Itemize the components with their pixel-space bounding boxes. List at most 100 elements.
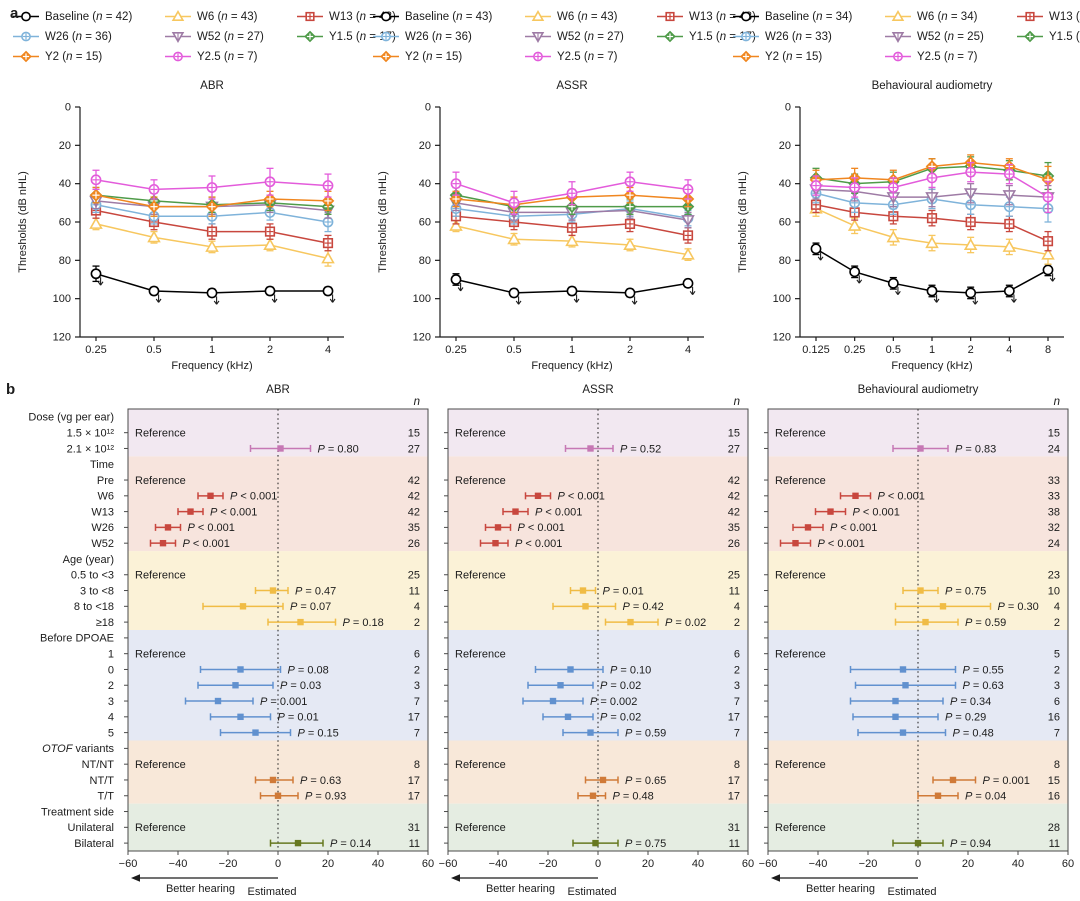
svg-text:0.25: 0.25 <box>844 344 865 356</box>
circle-plus-icon <box>885 51 911 62</box>
triangle-down-icon <box>885 32 911 43</box>
svg-text:15: 15 <box>1048 427 1060 439</box>
svg-text:Thresholds (dB nHL): Thresholds (dB nHL) <box>737 171 749 273</box>
forest-row-bilateral: P = 0.75 11 <box>444 838 740 850</box>
svg-text:Better hearing: Better hearing <box>166 883 235 895</box>
row-label: 0 <box>108 664 114 676</box>
svg-text:40: 40 <box>779 178 791 190</box>
legend-item-w13: W13 (n = 39) <box>1017 10 1080 23</box>
panel-b-label: b <box>6 381 16 398</box>
svg-text:P = 0.01: P = 0.01 <box>278 712 319 724</box>
row-label: 8 to <18 <box>74 601 114 613</box>
svg-text:16: 16 <box>1048 712 1060 724</box>
svg-text:P = 0.02: P = 0.02 <box>665 617 706 629</box>
line-chart-abr: 0 20 40 60 80 100 120 0.25 0.5 1 2 4 Frequency (kHz)… <box>17 102 344 372</box>
row-label: NT/T <box>90 775 115 787</box>
svg-text:P < 0.001: P < 0.001 <box>515 538 562 550</box>
svg-text:Reference: Reference <box>135 822 186 834</box>
legend-item-w26: W26 (n = 33) <box>733 30 885 43</box>
forest-row-w52: P < 0.001 26 <box>444 538 740 550</box>
svg-text:Reference: Reference <box>775 570 826 582</box>
svg-text:4: 4 <box>325 344 331 356</box>
square-plus-icon <box>297 11 323 22</box>
svg-text:Reference: Reference <box>135 648 186 660</box>
svg-text:4: 4 <box>685 344 691 356</box>
svg-text:3: 3 <box>1054 680 1060 692</box>
svg-text:0.25: 0.25 <box>445 344 466 356</box>
svg-text:8: 8 <box>1045 344 1051 356</box>
svg-text:P < 0.001: P < 0.001 <box>818 538 865 550</box>
svg-text:42: 42 <box>728 506 740 518</box>
svg-text:Reference: Reference <box>135 427 186 439</box>
forest-row-2: P = 0.03 3 <box>124 680 420 692</box>
svg-text:Better hearing: Better hearing <box>486 883 555 895</box>
svg-text:0: 0 <box>275 858 281 870</box>
forest-row-2: P = 0.02 3 <box>444 680 740 692</box>
svg-text:6: 6 <box>1054 696 1060 708</box>
triangle-up-icon <box>525 10 551 21</box>
line-chart-assr: 0 20 40 60 80 100 120 0.25 0.5 1 2 4 Frequency (kHz)… <box>377 102 704 372</box>
forest-row-0-5-to-3: Reference 25 <box>124 570 420 582</box>
svg-text:60: 60 <box>779 217 791 229</box>
svg-text:20: 20 <box>419 140 431 152</box>
forest-row-w52: P < 0.001 26 <box>124 538 420 550</box>
series-w6 <box>449 218 695 261</box>
legend-label: Y2 (n = 15) <box>405 50 463 63</box>
svg-text:20: 20 <box>59 140 71 152</box>
circle-plus-icon <box>13 31 39 42</box>
svg-text:P < 0.001: P < 0.001 <box>830 522 877 534</box>
svg-text:40: 40 <box>59 178 71 190</box>
legend-label: Y2 (n = 15) <box>765 50 823 63</box>
svg-text:6: 6 <box>414 648 420 660</box>
forest-row-w26: P < 0.001 35 <box>124 522 420 534</box>
forest-row-0: P = 0.08 2 <box>124 664 420 676</box>
legend-label: Y2.5 (n = 7) <box>917 50 978 63</box>
legend-label: W6 (n = 43) <box>557 10 618 23</box>
diamond-plus-icon <box>13 50 39 63</box>
legend-label: W52 (n = 25) <box>917 30 984 43</box>
row-label: 1 <box>108 648 114 660</box>
svg-text:42: 42 <box>408 506 420 518</box>
svg-text:20: 20 <box>322 858 334 870</box>
svg-text:60: 60 <box>422 858 434 870</box>
row-label: 3 <box>108 696 114 708</box>
svg-text:4: 4 <box>1006 344 1012 356</box>
svg-text:40: 40 <box>692 858 704 870</box>
svg-text:P = 0.75: P = 0.75 <box>945 585 986 597</box>
svg-text:Reference: Reference <box>455 822 506 834</box>
circle-open-icon <box>733 11 759 22</box>
svg-text:20: 20 <box>642 858 654 870</box>
row-label: Age (year) <box>63 554 114 566</box>
svg-text:120: 120 <box>53 332 71 344</box>
legend-item-w52: W52 (n = 27) <box>525 30 657 43</box>
svg-text:P = 0.002: P = 0.002 <box>590 696 637 708</box>
svg-text:2: 2 <box>1054 617 1060 629</box>
svg-text:P = 0.14: P = 0.14 <box>330 838 371 850</box>
svg-text:Reference: Reference <box>455 648 506 660</box>
circle-open-icon <box>13 11 39 22</box>
forest-row-unilateral: Reference 28 <box>764 822 1060 834</box>
forest-row-pre: Reference 42 <box>444 475 740 487</box>
section-band <box>128 456 428 552</box>
forest-row-3: P = 0.002 7 <box>444 696 740 708</box>
svg-text:P = 0.47: P = 0.47 <box>295 585 336 597</box>
diamond-plus-icon <box>1017 30 1043 43</box>
row-label: W6 <box>98 491 115 503</box>
svg-text:Reference: Reference <box>455 759 506 771</box>
legend-item-y2.5: Y2.5 (n = 7) <box>885 50 1017 63</box>
section-band <box>448 456 748 552</box>
svg-text:Reference: Reference <box>775 648 826 660</box>
svg-text:Thresholds (dB nHL): Thresholds (dB nHL) <box>17 171 29 273</box>
svg-text:3: 3 <box>734 680 740 692</box>
svg-text:31: 31 <box>408 822 420 834</box>
legend: Baseline (n = 43) W6 (n = 43) W13 (n = 43)… <box>360 10 756 78</box>
forest-row--18: P = 0.02 2 <box>444 617 740 629</box>
row-label: W26 <box>91 522 114 534</box>
svg-text:P < 0.001: P < 0.001 <box>853 506 900 518</box>
svg-text:Behavioural audiometry: Behavioural audiometry <box>858 384 979 396</box>
forest-row-2-1-10-: P = 0.80 27 <box>124 443 420 455</box>
svg-text:24: 24 <box>1048 443 1060 455</box>
legend-item-y2.5: Y2.5 (n = 7) <box>165 50 297 63</box>
svg-text:Reference: Reference <box>775 759 826 771</box>
svg-text:60: 60 <box>59 217 71 229</box>
